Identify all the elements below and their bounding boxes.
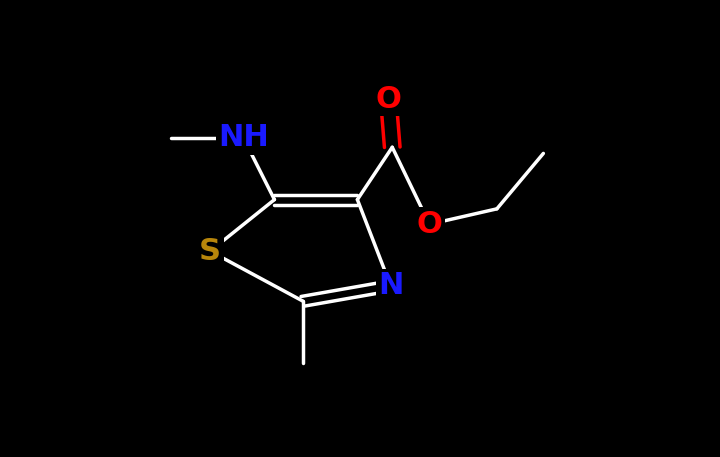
- Text: N: N: [378, 271, 403, 300]
- Text: S: S: [199, 237, 221, 266]
- Text: O: O: [375, 85, 401, 114]
- Text: O: O: [416, 210, 442, 239]
- Text: NH: NH: [218, 123, 269, 153]
